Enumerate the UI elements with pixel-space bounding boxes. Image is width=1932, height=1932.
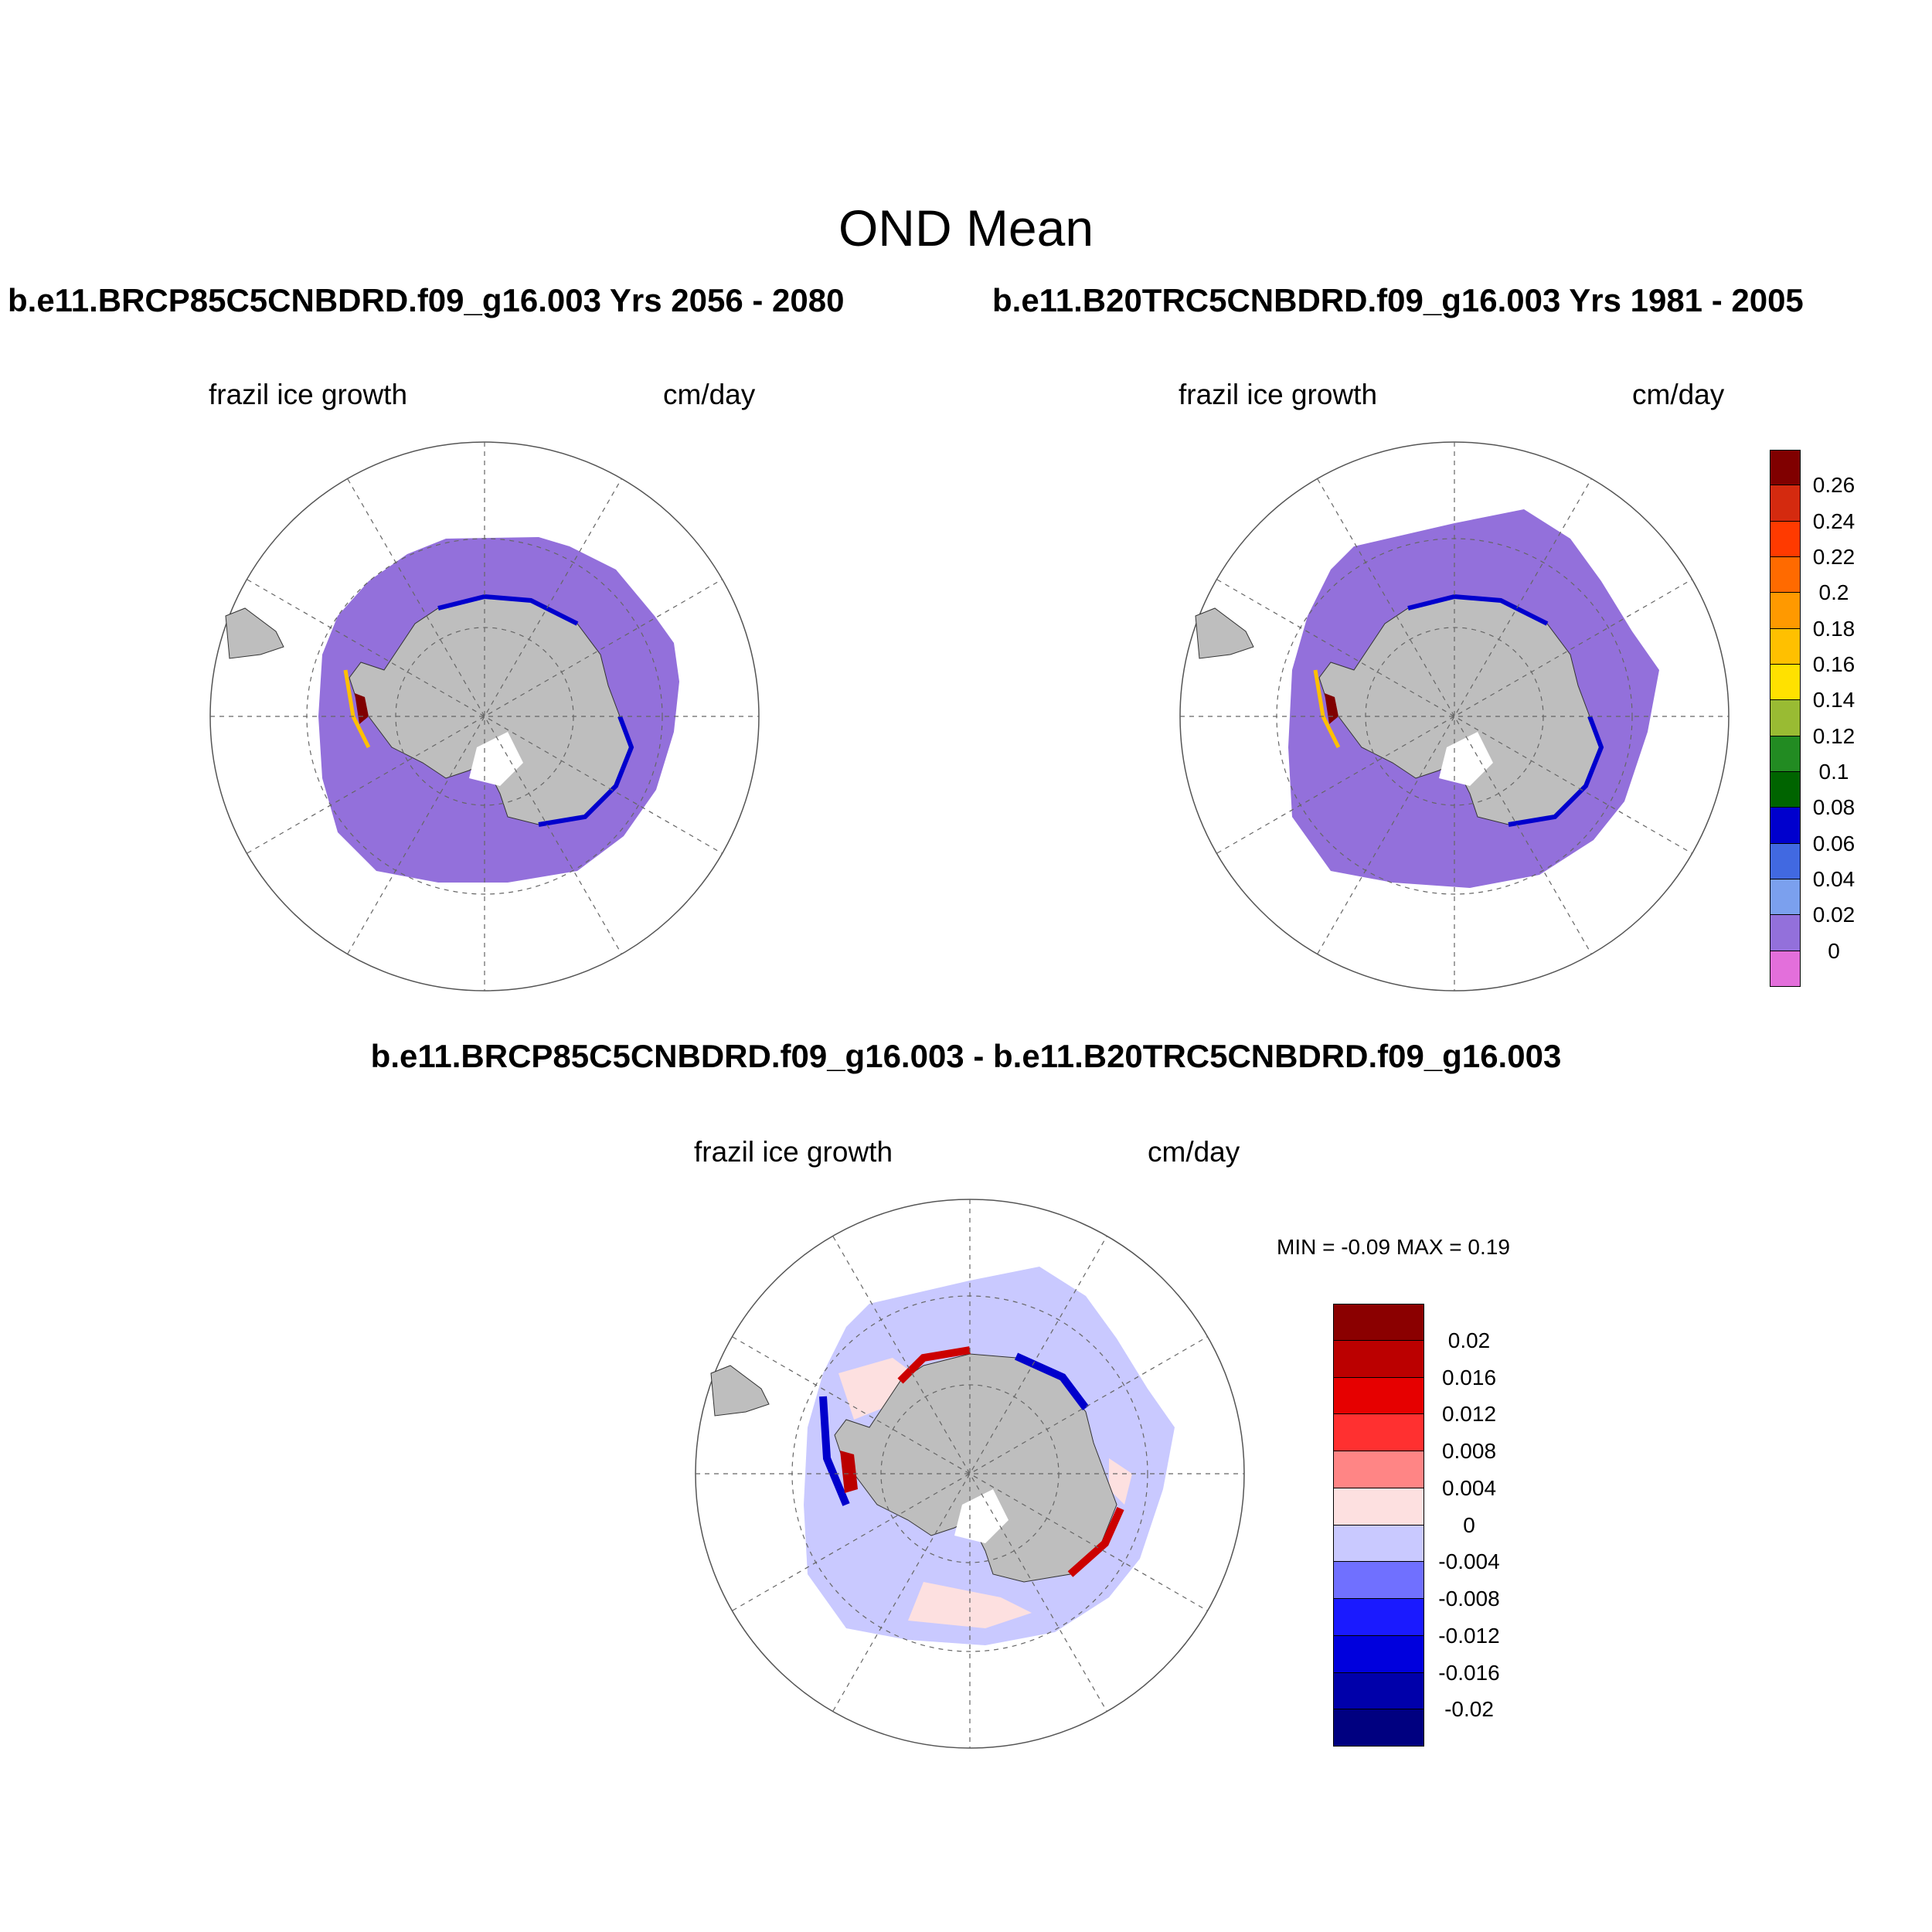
panel1-variable-label: frazil ice growth (209, 379, 408, 410)
colorbar-difference (1333, 1304, 1424, 1747)
panel1-units-label: cm/day (663, 379, 756, 410)
colorbar-cell (1333, 1525, 1424, 1563)
colorbar-cell (1770, 843, 1801, 879)
colorbar-cell (1333, 1672, 1424, 1710)
colorbar-tick-label: 0.08 (1812, 795, 1855, 820)
strong-negative-coast (819, 1352, 1089, 1506)
colorbar-cell (1333, 1451, 1424, 1488)
ice-shelf-white (954, 1489, 1009, 1543)
colorbar-cell (1770, 557, 1801, 594)
colorbar-tick-label: -0.016 (1438, 1660, 1500, 1685)
colorbar-cell (1770, 521, 1801, 557)
case-title-right: b.e11.B20TRC5CNBDRD.f09_g16.003 Yrs 1981… (992, 282, 1804, 318)
coastal-high-growth (437, 594, 634, 827)
colorbar-cell (1770, 879, 1801, 916)
graticule (1180, 442, 1729, 991)
graticule (696, 1199, 1244, 1748)
peninsula-hotspot (1325, 693, 1338, 724)
south-america-land (1195, 607, 1254, 659)
ice-shelf-white (469, 732, 523, 786)
colorbar-cell (1333, 1340, 1424, 1378)
colorbar-cell (1770, 593, 1801, 629)
colorbar-frame (1333, 1304, 1424, 1747)
colorbar-tick-label: -0.012 (1438, 1623, 1500, 1648)
colorbar-cell (1770, 628, 1801, 665)
colorbar-cell (1333, 1304, 1424, 1341)
strong-positive-coast (897, 1346, 1124, 1577)
colorbar-tick-label: 0 (1463, 1512, 1475, 1537)
panel2-variable-label: frazil ice growth (1179, 379, 1378, 410)
figure-title: OND Mean (838, 199, 1094, 257)
colorbar-tick-label: 0.008 (1441, 1439, 1497, 1463)
colorbar-cell (1770, 915, 1801, 951)
panel2-units-label: cm/day (1632, 379, 1725, 410)
colorbar-tick-label: -0.02 (1444, 1697, 1494, 1722)
colorbar-tick-label: 0.16 (1812, 652, 1855, 676)
colorbar-tick-label: 0.02 (1812, 903, 1855, 927)
colorbar-cell (1333, 1377, 1424, 1415)
colorbar-cell (1333, 1562, 1424, 1599)
colorbar-tick-label: 0.22 (1812, 545, 1855, 569)
peninsula-hotspot (355, 693, 369, 724)
difference-title: b.e11.BRCP85C5CNBDRD.f09_g16.003 - b.e11… (370, 1038, 1562, 1074)
graticule (210, 442, 759, 991)
colorbar-cell (1333, 1414, 1424, 1451)
colorbar-main (1770, 450, 1801, 987)
colorbar-tick-label: 0.12 (1812, 723, 1855, 748)
colorbar-tick-label: 0 (1828, 938, 1840, 963)
colorbar-cell (1770, 772, 1801, 808)
map-panel-3 (695, 1199, 1245, 1749)
colorbar-cell (1770, 450, 1801, 486)
colorbar-tick-label: 0.1 (1818, 760, 1849, 784)
colorbar-tick-label: 0.016 (1441, 1365, 1497, 1389)
colorbar-tick-label: 0.18 (1812, 616, 1855, 641)
map-panel-2 (1179, 441, 1730, 992)
min-max-readout: MIN = -0.09 MAX = 0.19 (1277, 1235, 1510, 1259)
coastal-high-growth (1407, 594, 1604, 827)
colorbar-cell (1333, 1635, 1424, 1673)
colorbar-tick-label: 0.2 (1818, 580, 1849, 605)
colorbar-tick-label: 0.004 (1441, 1475, 1497, 1500)
colorbar-frame (1770, 450, 1801, 987)
south-america-land (710, 1365, 770, 1417)
colorbar-cell (1770, 736, 1801, 772)
panel3-units-label: cm/day (1148, 1136, 1240, 1168)
peninsula-positive (840, 1451, 858, 1493)
colorbar-tick-label: 0.012 (1441, 1402, 1497, 1427)
case-title-left: b.e11.BRCP85C5CNBDRD.f09_g16.003 Yrs 205… (8, 282, 845, 318)
colorbar-cell (1770, 485, 1801, 522)
colorbar-cell (1333, 1599, 1424, 1636)
colorbar-cell (1333, 1709, 1424, 1747)
colorbar-tick-label: 0.26 (1812, 473, 1855, 498)
colorbar-tick-label: 0.24 (1812, 509, 1855, 533)
map-panel-1 (209, 441, 760, 992)
colorbar-tick-label: 0.14 (1812, 688, 1855, 713)
colorbar-cell (1770, 700, 1801, 736)
colorbar-cell (1770, 808, 1801, 844)
colorbar-tick-label: 0.04 (1812, 867, 1855, 891)
ice-shelf-white (1439, 732, 1493, 786)
colorbar-cell (1770, 665, 1801, 701)
colorbar-tick-label: -0.008 (1438, 1587, 1500, 1611)
positive-anomaly-patches (838, 1358, 1132, 1628)
colorbar-tick-label: -0.004 (1438, 1549, 1500, 1574)
colorbar-cell (1333, 1488, 1424, 1526)
panel3-variable-label: frazil ice growth (694, 1136, 893, 1168)
south-america-land (225, 607, 284, 659)
colorbar-tick-label: 0.02 (1447, 1328, 1491, 1352)
colorbar-tick-label: 0.06 (1812, 831, 1855, 855)
